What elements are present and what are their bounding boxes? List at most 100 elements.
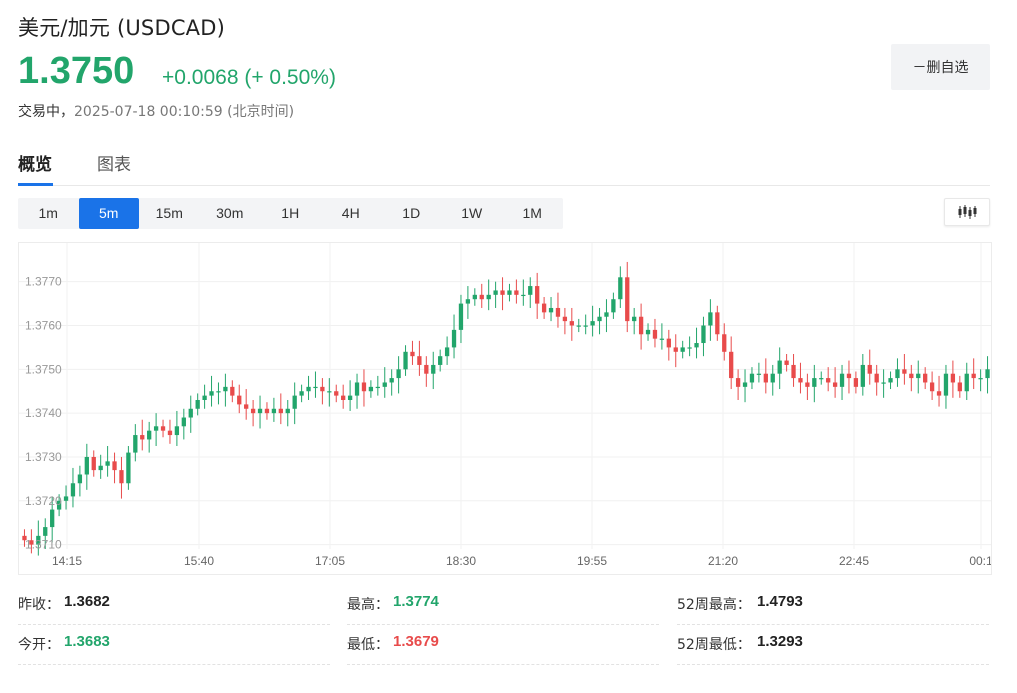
candle-body (479, 294, 484, 300)
stat-prev-close-label: 昨收： (18, 597, 60, 613)
y-tick-label: 1.3730 (25, 450, 62, 464)
chart-type-button[interactable] (944, 198, 990, 226)
candle-body (666, 338, 671, 348)
x-tick-label: 17:05 (315, 554, 345, 568)
trading-status-label: 交易中， (18, 104, 74, 120)
interval-1w[interactable]: 1W (461, 205, 483, 221)
candle-body (943, 373, 949, 396)
interval-5m[interactable]: 5m (78, 198, 139, 229)
candle-body (770, 373, 775, 383)
candle-body (812, 378, 817, 387)
candle-body (722, 334, 727, 352)
candle-body (819, 378, 824, 380)
tab-chart[interactable]: 图表 (97, 155, 131, 175)
candle-body (334, 391, 339, 396)
candle-body (604, 312, 609, 317)
candle-body (188, 408, 193, 418)
y-tick-label: 1.3720 (25, 494, 62, 508)
candle-body (105, 461, 110, 466)
candle-body (625, 277, 630, 322)
stat-high-label: 最高： (347, 597, 389, 613)
candle-body (839, 373, 845, 387)
candle-body (22, 535, 27, 541)
candle-body (327, 391, 332, 393)
candle-body (729, 351, 734, 379)
candle-body (874, 373, 879, 383)
candle-body (881, 382, 886, 384)
interval-30m[interactable]: 30m (216, 205, 244, 221)
candle-body (458, 303, 464, 330)
interval-1m[interactable]: 1m (38, 205, 58, 221)
candle-body (638, 316, 644, 335)
candle-body (618, 277, 623, 300)
candle-body (50, 509, 55, 528)
candle-body (98, 465, 103, 471)
candle-body (119, 470, 124, 484)
candle-body (514, 290, 519, 295)
stat-52w-low-label: 52周最低： (677, 637, 751, 653)
candle-body (756, 373, 762, 375)
interval-1mo[interactable]: 1M (522, 205, 542, 221)
x-tick-label: 19:55 (577, 554, 607, 568)
stat-high: 最高： 1.3774 (347, 588, 659, 625)
stat-open-label: 今开： (18, 637, 60, 653)
candle-body (299, 391, 304, 396)
candle-body (923, 373, 928, 383)
trading-status: 交易中，2025-07-18 00:10:59 (北京时间) (18, 101, 294, 121)
interval-15m[interactable]: 15m (155, 205, 183, 221)
candle-body (264, 408, 270, 414)
candle-body (153, 426, 159, 431)
quote-timestamp: 2025-07-18 00:10:59 (北京时间) (74, 104, 295, 120)
candle-body (181, 417, 186, 427)
y-tick-label: 1.3750 (25, 362, 62, 376)
candle-body (673, 347, 678, 352)
tab-overview[interactable]: 概览 (18, 155, 52, 175)
candle-body (528, 286, 533, 295)
x-tick-label: 22:45 (839, 554, 869, 568)
candle-body (63, 496, 69, 501)
interval-1h[interactable]: 1H (281, 205, 300, 221)
candle-body (902, 369, 907, 374)
candle-body (160, 426, 166, 431)
x-tick-label: 21:20 (708, 554, 738, 568)
stat-low-value: 1.3679 (393, 633, 439, 650)
candle-body (493, 290, 498, 295)
stat-open-value: 1.3683 (64, 633, 110, 650)
candle-body (957, 382, 962, 392)
interval-1d[interactable]: 1D (402, 205, 421, 221)
candle-body (964, 373, 969, 392)
candle-body (167, 430, 173, 436)
candle-body (465, 299, 471, 304)
candle-body (244, 404, 249, 409)
candle-body (763, 373, 768, 383)
candle-body (659, 338, 665, 340)
candle-body (895, 369, 900, 379)
price-chart[interactable]: 1.3770 1.3760 1.3750 1.3740 1.3730 1.3720 1.37… (18, 242, 993, 575)
interval-4h[interactable]: 4H (341, 205, 360, 221)
candle-body (611, 299, 616, 313)
candle-body (826, 378, 831, 383)
stat-52w-high-value: 1.4793 (757, 593, 803, 610)
candle-body (950, 373, 956, 383)
candle-body (56, 500, 62, 510)
candle-body (694, 343, 699, 348)
candle-body (70, 483, 76, 497)
stat-low-label: 最低： (347, 637, 389, 653)
candle-body (195, 400, 200, 409)
candle-body (216, 391, 221, 393)
candle-body (126, 452, 131, 484)
candle-body (237, 395, 242, 405)
candle-body (701, 325, 706, 344)
x-tick-label: 14:15 (52, 554, 82, 568)
candle-body (535, 286, 540, 304)
candle-body (645, 329, 651, 335)
candle-body (916, 373, 921, 379)
stat-52w-low-value: 1.3293 (757, 633, 803, 650)
remove-watchlist-button[interactable]: －删自选 (891, 44, 990, 90)
candle-body (985, 369, 990, 379)
candle-body (451, 329, 457, 348)
candle-body (313, 386, 318, 389)
candle-body (978, 378, 983, 380)
tab-bar: 概览 图表 (18, 146, 990, 186)
candle-body (43, 527, 48, 536)
